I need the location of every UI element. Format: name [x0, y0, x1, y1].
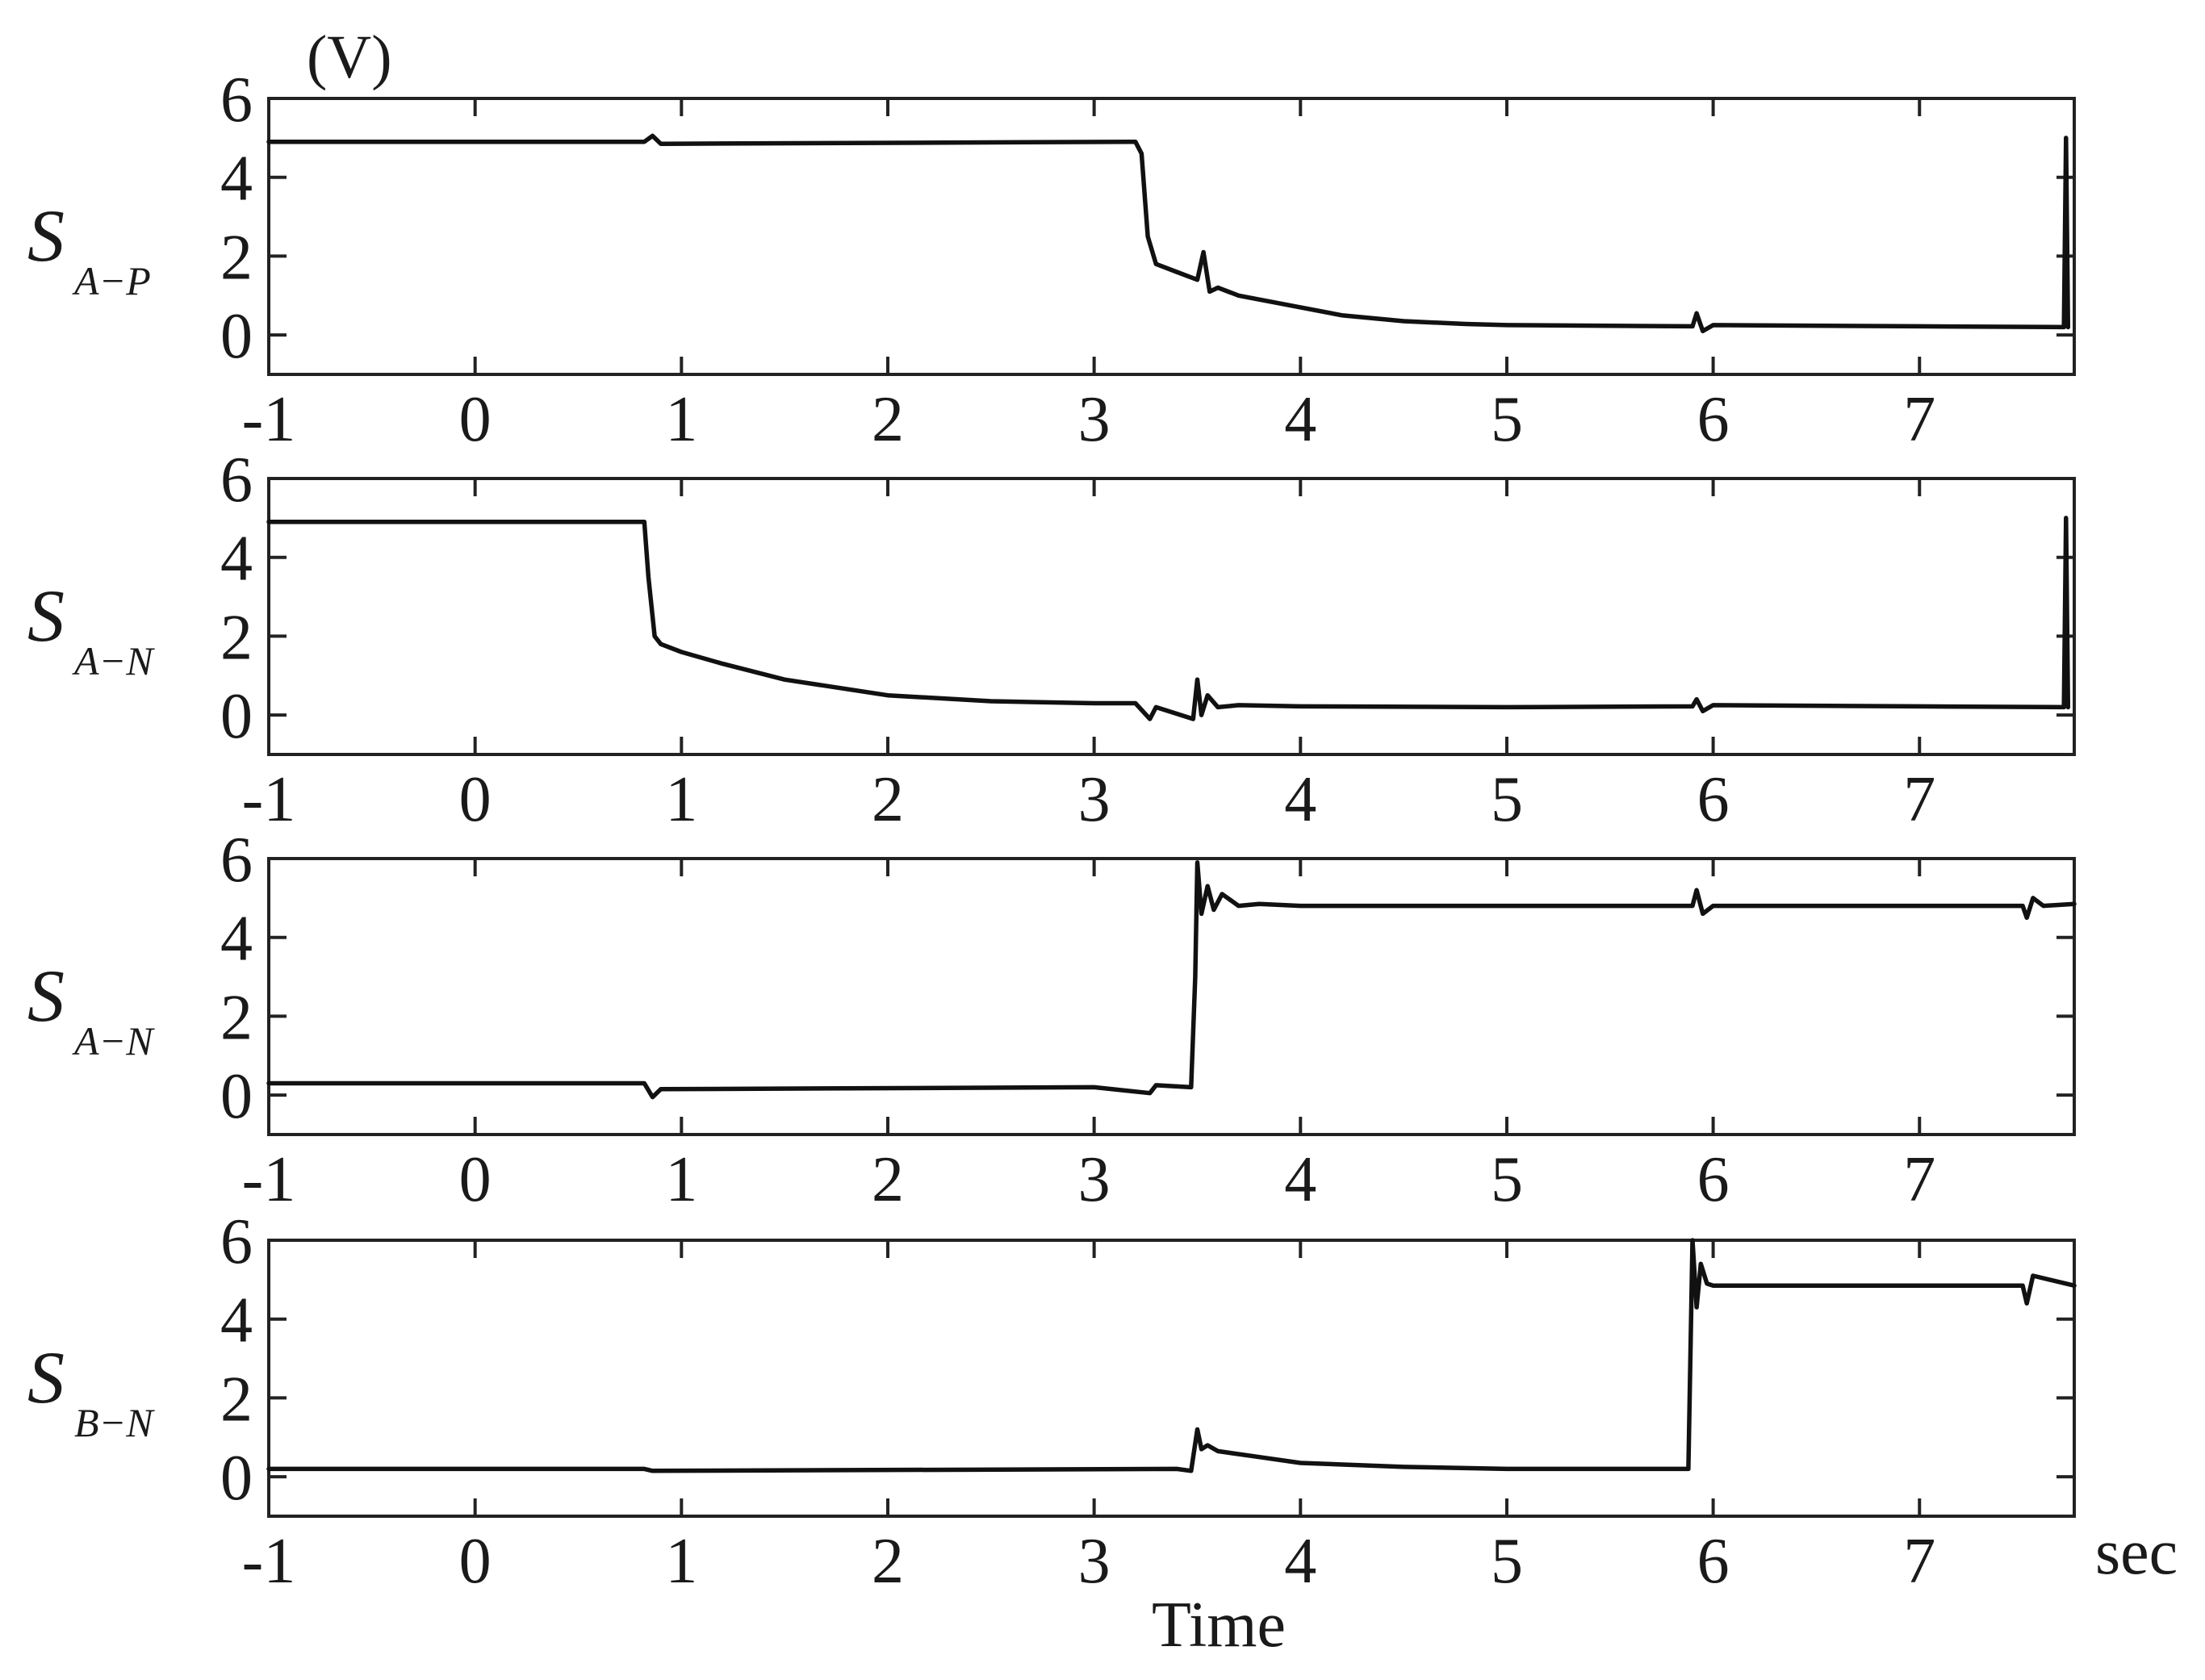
- y-tick-label: 0: [220, 1443, 253, 1514]
- y-tick-label: 2: [220, 602, 253, 673]
- x-tick-label: 3: [1078, 764, 1111, 835]
- x-tick-label: 5: [1491, 384, 1523, 455]
- x-unit-label: sec: [2095, 1517, 2178, 1588]
- y-tick-label: 2: [220, 982, 253, 1053]
- plot-frame: [267, 477, 2076, 756]
- y-tick-label: 6: [220, 65, 253, 136]
- x-tick-label: 1: [665, 1144, 697, 1215]
- plot-frame: [267, 1239, 2076, 1518]
- x-tick-label: 2: [872, 764, 904, 835]
- x-tick-label: 7: [1903, 384, 1935, 455]
- x-tick-label: -1: [242, 764, 296, 835]
- signal-trace: [266, 1238, 2077, 1473]
- x-tick-label: 3: [1078, 1144, 1111, 1215]
- x-tick-label: -1: [242, 384, 296, 455]
- signal-subscript: A−N: [72, 1018, 155, 1064]
- x-tick-label: 4: [1284, 1144, 1316, 1215]
- x-tick-label: -1: [242, 1144, 296, 1215]
- x-tick-label: 0: [459, 764, 492, 835]
- x-tick-label: 4: [1284, 384, 1316, 455]
- x-tick-label: 5: [1491, 1144, 1523, 1215]
- x-tick-label: 1: [665, 764, 697, 835]
- panel-4: -1 0 1 2 3 4 5 6 7 0 2 4 6 SB−N: [27, 1206, 2077, 1597]
- x-tick-label: 0: [459, 1526, 492, 1597]
- y-tick-label: 4: [220, 904, 253, 975]
- x-tick-label: 5: [1491, 1526, 1523, 1597]
- y-unit-label: (V): [307, 23, 392, 91]
- x-tick-label: 1: [665, 1526, 697, 1597]
- y-tick-label: 6: [220, 1206, 253, 1277]
- signal-subscript: A−N: [72, 638, 155, 683]
- x-tick-label: 0: [459, 384, 492, 455]
- signal-label: S: [27, 955, 65, 1037]
- y-tick-label: 2: [220, 222, 253, 293]
- x-tick-label: 7: [1903, 1526, 1935, 1597]
- x-tick-label: 0: [459, 1144, 492, 1215]
- x-axis-title: Time: [1152, 1590, 1286, 1661]
- y-tick-label: 4: [220, 524, 253, 595]
- y-tick-label: 6: [220, 445, 253, 516]
- x-tick-label: -1: [242, 1526, 296, 1597]
- signal-trace: [266, 860, 2077, 1100]
- x-tick-label: 6: [1697, 1526, 1730, 1597]
- signal-label: S: [27, 575, 65, 657]
- signal-label: S: [27, 194, 65, 277]
- x-tick-label: 7: [1903, 764, 1935, 835]
- signal-subscript: B−N: [74, 1400, 155, 1445]
- x-tick-label: 2: [872, 1526, 904, 1597]
- y-tick-label: 6: [220, 825, 253, 896]
- x-tick-label: 7: [1903, 1144, 1935, 1215]
- x-tick-label: 6: [1697, 764, 1730, 835]
- signal-trace: [266, 133, 2071, 334]
- x-tick-label: 6: [1697, 1144, 1730, 1215]
- y-tick-label: 4: [220, 144, 253, 215]
- signal-label: S: [27, 1336, 65, 1419]
- x-tick-label: 6: [1697, 384, 1730, 455]
- signal-subscript: A−P: [72, 258, 151, 303]
- y-tick-label: 0: [220, 681, 253, 752]
- x-tick-label: 4: [1284, 764, 1316, 835]
- x-tick-label: 3: [1078, 1526, 1111, 1597]
- signal-trace: [266, 516, 2071, 721]
- y-tick-label: 4: [220, 1285, 253, 1356]
- x-tick-label: 1: [665, 384, 697, 455]
- plot-frame: [267, 97, 2076, 376]
- y-tick-label: 0: [220, 1061, 253, 1132]
- x-tick-label: 4: [1284, 1526, 1316, 1597]
- x-tick-label: 2: [872, 1144, 904, 1215]
- x-tick-label: 3: [1078, 384, 1111, 455]
- x-tick-label: 2: [872, 384, 904, 455]
- y-tick-label: 0: [220, 301, 253, 372]
- y-tick-label: 2: [220, 1364, 253, 1435]
- plot-frame: [267, 857, 2076, 1136]
- x-tick-label: 5: [1491, 764, 1523, 835]
